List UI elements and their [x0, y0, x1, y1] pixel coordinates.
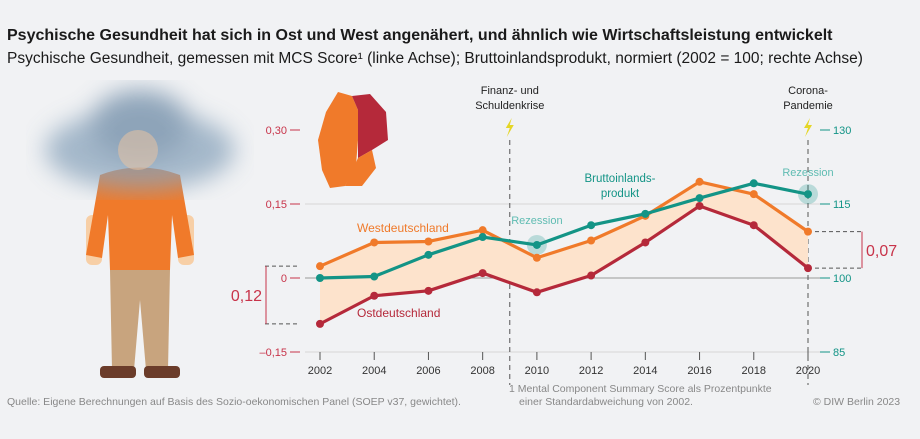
copyright: © DIW Berlin 2023: [813, 396, 901, 408]
data-point: [532, 240, 541, 249]
germany-map-icon: [318, 92, 388, 188]
data-point: [804, 227, 812, 236]
data-point: [316, 274, 324, 282]
x-tick-label: 2020: [796, 365, 820, 377]
data-point: [695, 177, 704, 186]
data-point: [478, 269, 487, 278]
series-label-west: Westdeutschland: [357, 221, 449, 235]
left-tick-label: 0: [281, 273, 287, 285]
data-point: [316, 262, 324, 271]
data-point: [695, 194, 704, 203]
chart-title: Psychische Gesundheit hat sich in Ost un…: [7, 27, 833, 44]
data-point: [695, 201, 704, 210]
crisis-label: Schuldenkrise: [475, 100, 544, 112]
x-tick-label: 2018: [742, 365, 766, 377]
right-tick-label: 130: [833, 125, 851, 137]
series-label-gdp: produkt: [601, 188, 640, 200]
right-tick-label: 85: [833, 347, 845, 359]
footnote-cont: einer Standardabweichung von 2002.: [519, 396, 693, 408]
data-point: [532, 288, 541, 297]
data-point: [370, 291, 379, 300]
series-line-0: [319, 180, 809, 268]
x-tick-label: 2006: [416, 365, 440, 377]
data-point: [370, 238, 379, 247]
x-tick-label: 2012: [579, 365, 603, 377]
left-tick-label: 0,30: [266, 125, 287, 137]
person-illustration: [45, 90, 235, 378]
series-line-1: [319, 204, 809, 326]
x-tick-label: 2016: [687, 365, 711, 377]
series-line-2: [319, 181, 809, 280]
data-point: [804, 264, 812, 273]
x-tick-label: 2010: [525, 365, 549, 377]
source-note: Quelle: Eigene Berechnungen auf Basis de…: [7, 396, 461, 408]
x-tick-label: 2014: [633, 365, 657, 377]
recession-label: Rezession: [511, 215, 562, 227]
x-tick-label: 2008: [470, 365, 494, 377]
data-point: [749, 179, 758, 188]
data-point: [424, 237, 433, 246]
footnote: 1 Mental Component Summary Score als Pro…: [509, 383, 772, 395]
data-point: [370, 272, 379, 281]
data-point: [749, 190, 758, 199]
chart-subtitle: Psychische Gesundheit, gemessen mit MCS …: [7, 50, 863, 67]
data-point: [804, 190, 812, 199]
left-tick-label: –0,15: [259, 347, 287, 359]
gap-label-2002: 0,12: [231, 288, 262, 305]
data-point: [587, 271, 596, 280]
crisis-label: Pandemie: [783, 100, 833, 112]
right-tick-label: 115: [833, 199, 851, 211]
recession-label: Rezession: [782, 167, 833, 179]
data-point: [587, 236, 596, 245]
x-tick-label: 2002: [308, 365, 332, 377]
crisis-label: Corona-: [788, 85, 828, 97]
data-point: [641, 209, 650, 218]
right-tick-label: 100: [833, 273, 851, 285]
data-point: [424, 286, 433, 295]
left-tick-label: 0,15: [266, 199, 287, 211]
gap-label-2020: 0,07: [866, 243, 897, 260]
lightning-icon: [505, 118, 514, 137]
data-point: [587, 221, 596, 230]
crisis-label: Finanz- und: [481, 85, 539, 97]
data-point: [478, 233, 487, 242]
series-label-gdp: Bruttoinlands-: [585, 173, 656, 185]
data-point: [532, 253, 541, 262]
data-point: [424, 250, 433, 259]
series-label-east: Ostdeutschland: [357, 306, 440, 320]
x-tick-label: 2004: [362, 365, 386, 377]
data-point: [478, 226, 487, 235]
data-point: [749, 221, 758, 230]
lightning-icon: [804, 118, 812, 137]
data-point: [641, 238, 650, 247]
gap-band: [320, 181, 808, 324]
data-point: [316, 319, 324, 328]
